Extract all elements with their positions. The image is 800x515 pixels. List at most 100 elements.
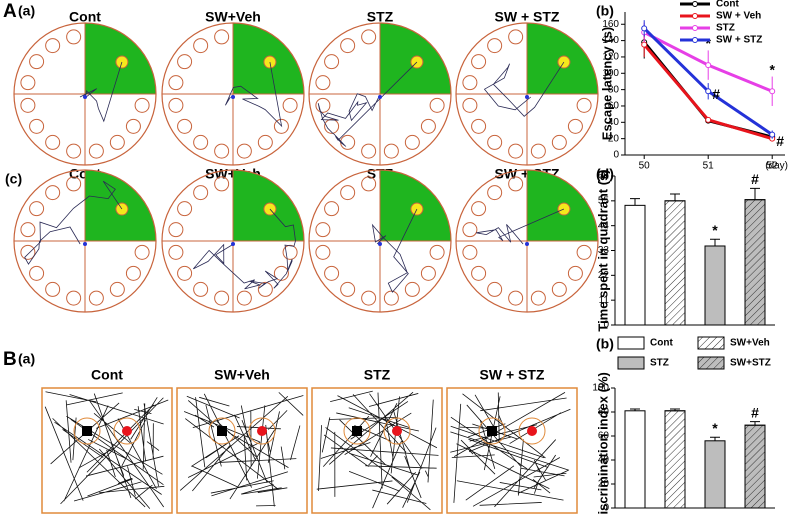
x-tick-label: 52	[767, 161, 779, 172]
error-bar	[670, 193, 680, 201]
error-bar	[750, 421, 760, 426]
bar-hatch	[744, 424, 766, 509]
hole	[487, 38, 503, 54]
significance: #	[751, 171, 759, 187]
legend-label: Cont	[650, 338, 673, 349]
hole	[282, 97, 298, 113]
legend-label: Cont	[716, 0, 739, 10]
hole	[315, 75, 331, 91]
legend-marker	[692, 13, 698, 19]
object-zone	[383, 417, 411, 445]
panel-label: (b)	[596, 336, 614, 352]
hole	[168, 222, 184, 238]
hole	[193, 134, 209, 150]
x-axis-label: (day)	[765, 161, 788, 172]
hole	[404, 281, 420, 297]
point	[705, 116, 712, 123]
hole	[576, 97, 592, 113]
hole	[462, 75, 478, 91]
hole	[214, 29, 230, 45]
x-tick-label: 51	[703, 161, 715, 172]
panel-label: (a)	[18, 3, 35, 19]
y-tick-label: 0	[603, 320, 609, 331]
y-tick-label: 11	[599, 295, 610, 306]
hole	[487, 185, 503, 201]
significance: #	[712, 86, 720, 102]
hole	[508, 143, 524, 159]
hole	[508, 176, 524, 192]
arena	[311, 387, 443, 514]
legend-label: STZ	[716, 23, 735, 34]
object-square	[352, 426, 362, 436]
start-point	[525, 242, 529, 246]
hole	[66, 290, 82, 306]
hole	[29, 54, 45, 70]
significance: *	[712, 420, 718, 436]
hole	[340, 134, 356, 150]
x-tick-label: 50	[639, 161, 651, 172]
hole	[45, 185, 61, 201]
legend-label: STZ	[650, 358, 669, 369]
swim-path	[192, 208, 296, 290]
point	[641, 25, 648, 32]
legend-marker	[692, 1, 698, 7]
hole	[177, 265, 193, 281]
start-point	[231, 242, 235, 246]
hole	[29, 201, 45, 217]
hole	[361, 290, 377, 306]
bar	[624, 204, 646, 326]
object-zone	[343, 417, 371, 445]
start-point	[231, 95, 235, 99]
hole	[471, 118, 487, 134]
hole	[567, 265, 583, 281]
swim-path	[24, 180, 123, 265]
hole	[45, 38, 61, 54]
hole	[193, 185, 209, 201]
hole	[383, 290, 399, 306]
hole	[429, 97, 445, 113]
bar	[704, 245, 726, 326]
y-tick-label: 60	[598, 431, 610, 442]
start-point	[83, 95, 87, 99]
y-tick-label: 100	[592, 383, 609, 394]
maze	[13, 22, 157, 166]
hole	[551, 281, 567, 297]
hole	[315, 97, 331, 113]
maze-title: SW + STZ	[495, 9, 560, 25]
swim-path	[317, 61, 418, 147]
hole	[383, 143, 399, 159]
y-tick-label: 120	[602, 52, 619, 63]
significance: *	[705, 35, 711, 51]
y-tick-label: 80	[598, 407, 610, 418]
hole	[508, 290, 524, 306]
y-axis-label: Escape latency (s)	[599, 27, 614, 140]
hole	[134, 97, 150, 113]
start-point	[525, 95, 529, 99]
y-tick-label: 44	[598, 220, 610, 231]
bar-hatch	[664, 200, 686, 326]
hole	[88, 290, 104, 306]
y-tick-label: 20	[598, 479, 610, 490]
hole	[214, 143, 230, 159]
hole	[177, 54, 193, 70]
hole	[134, 244, 150, 260]
object-zone	[518, 417, 546, 445]
arena	[446, 387, 578, 514]
panel-label: A	[3, 1, 17, 22]
legend-marker	[692, 25, 698, 31]
maze	[13, 169, 157, 313]
hole	[324, 265, 340, 281]
significance: *	[769, 61, 775, 77]
error-bar	[670, 408, 680, 411]
y-tick-label: 0	[603, 503, 609, 514]
object-square	[487, 426, 497, 436]
hole	[20, 97, 36, 113]
hole	[88, 143, 104, 159]
error-bar	[630, 408, 640, 411]
point	[769, 131, 776, 138]
start-point	[83, 242, 87, 246]
hole	[429, 244, 445, 260]
object-circle	[122, 426, 132, 436]
y-tick-label: 80	[608, 84, 620, 95]
hole	[551, 134, 567, 150]
